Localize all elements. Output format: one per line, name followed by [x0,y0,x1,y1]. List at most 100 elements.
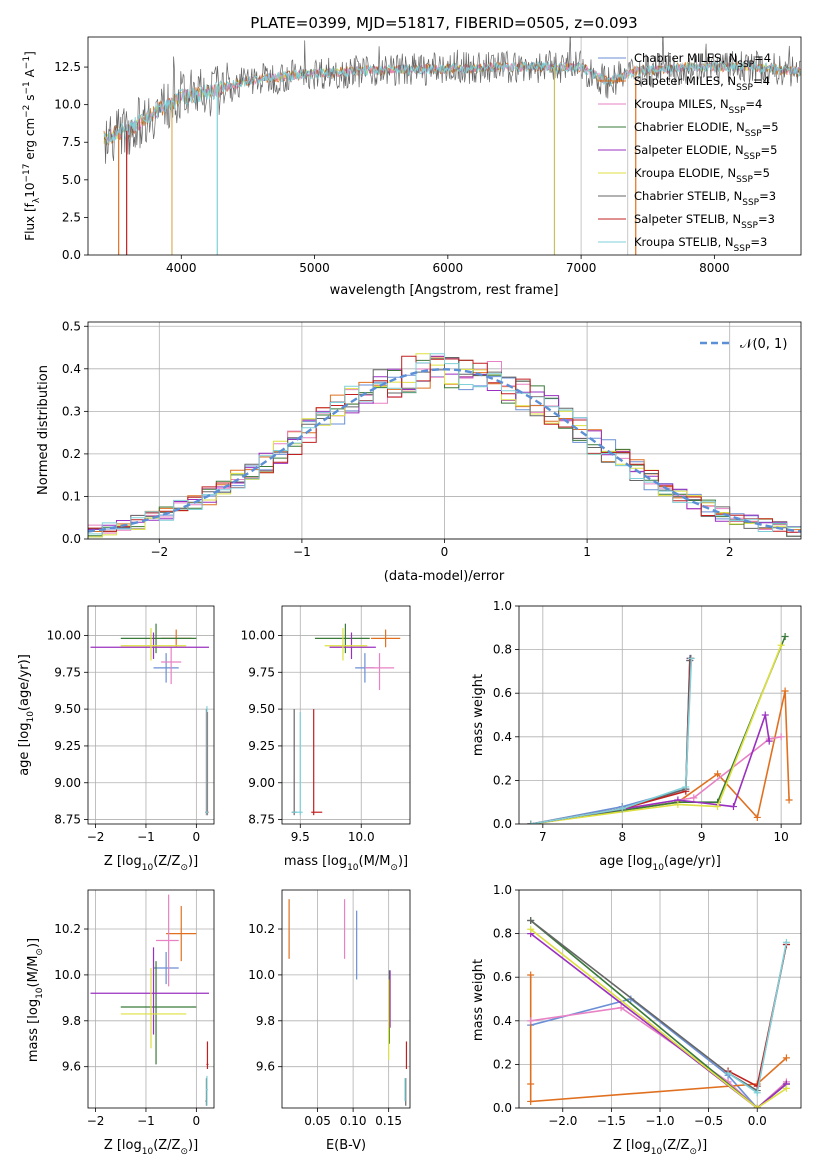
label-part: −1 [22,56,32,69]
label-part: mass [log [26,999,41,1062]
tick-label-y: 0.0 [493,817,512,831]
weight-line [530,658,693,824]
label-part: Z [log [104,854,142,869]
axes-frame [87,321,802,540]
plot-area [88,353,801,538]
weight-marker [714,770,722,778]
label-part: 10 [347,863,359,873]
legend-entry: Chabrier ELODIE, NSSP=5 [634,120,779,139]
weight-marker [618,805,626,813]
label-part: =3 [759,189,776,203]
panel-mass-vs-ebv: 0.05 0.10 0.15 9.6 9.8 10.0 10.2 E(B-V) [248,889,411,1153]
weight-marker [777,733,785,741]
tick-label-y: 12.5 [54,60,81,74]
weight-line [530,660,691,824]
label-part: ] [23,51,37,56]
tick-label-x: 0 [193,1114,201,1128]
tick-label-x: −1.0 [645,1114,674,1128]
plot-area [288,899,408,1106]
tick-label-y: 9.25 [248,739,275,753]
label-part: −1 [22,81,32,94]
label-part: 10 [35,987,45,999]
label-part: Z [log [104,1138,142,1153]
weight-line [530,919,787,1108]
label-part: Chabrier ELODIE, N [634,120,745,134]
axes-frame [87,889,215,1109]
label-part: ⊙ [689,1147,697,1157]
label-part: Salpeter MILES, N [634,74,736,88]
label-part: ⊙ [390,863,398,873]
label-part: =5 [762,120,779,134]
tick-label-x: 6000 [433,261,464,275]
x-axis-label: E(B-V) [326,1138,366,1153]
tick-label-y: 10.0 [248,968,275,982]
tick-label-x: −2 [150,545,168,559]
x-axis-label: mass [log10(M/M⊙)] [284,854,408,873]
tick-label-y: 0.1 [62,489,81,503]
tick-label-y: 5.0 [62,173,81,187]
tick-label-y: 7.5 [62,135,81,149]
x-axis-label: (data-model)/error [384,569,505,584]
label-part: (Z/Z [662,1138,689,1153]
weight-marker [782,1084,790,1092]
label-part: Kroupa MILES, N [634,97,729,111]
panel-spectrum: 4000 5000 6000 7000 8000 0.0 2.5 5.0 7.5 10.0 12.5… [22,36,802,298]
weight-marker [724,1069,732,1077]
tick-label-y: 9.25 [54,739,81,753]
tick-label-y: 0.4 [493,730,512,744]
legend-entry: Chabrier STELIB, NSSP=3 [634,189,776,208]
y-axis-label: Flux [fλ10−17 erg cm−2 s−1 A−1] [22,51,42,241]
label-part: SSP [745,129,762,139]
label-part: age [log [599,854,652,869]
weight-line [529,975,787,1103]
tick-label-x: −1 [137,830,155,844]
weight-line [530,919,788,1092]
label-part: SSP [744,152,761,162]
tick-label-y: 10.00 [47,628,81,642]
weight-line [530,932,787,1108]
label-part: −17 [22,164,32,183]
tick-label-y: 8.75 [54,813,81,827]
axes-frame [518,889,802,1109]
tick-label-x: 0.0 [748,1114,767,1128]
legend-entry: Kroupa MILES, NSSP=4 [634,97,762,116]
weight-marker [765,737,773,745]
y-axis-label: age [log10(age/yr)] [17,654,36,776]
legend-entry: Kroupa ELODIE, NSSP=5 [634,166,770,185]
weight-marker [753,1104,761,1108]
tick-label-x: 0 [193,830,201,844]
weight-marker [674,800,682,808]
label-part: (Z/Z [153,1138,180,1153]
label-part: )] [697,1138,707,1153]
label-part: =5 [761,143,778,157]
tick-label-x: 0.15 [375,1114,402,1128]
weight-marker [682,783,690,791]
weight-marker [617,1004,625,1012]
weight-marker [761,711,769,719]
tick-label-x: −2.0 [548,1114,577,1128]
label-part: −2 [22,105,32,118]
axes-frame [281,889,411,1109]
tick-label-y: 9.50 [54,702,81,716]
y-axis-label: Normed distribution [36,365,51,495]
label-part: =5 [753,166,770,180]
label-part: (Z/Z [153,854,180,869]
label-part: SSP [736,83,753,93]
tick-label-y: 0.2 [62,447,81,461]
weight-marker [714,803,722,811]
label-part: A [23,68,37,81]
label-part: Kroupa STELIB, N [634,235,734,249]
tick-label-x: 0 [441,545,449,559]
panel-residuals: −2 −1 0 1 2 0.0 0.1 0.2 0.3 0.4 0.5 (data-model)/er… [36,319,802,584]
label-part: Chabrier MILES, N [634,51,737,65]
tick-label-y: 9.8 [62,1014,81,1028]
tick-label-y: 9.8 [256,1014,275,1028]
tick-label-y: 9.00 [54,776,81,790]
tick-label-x: 5000 [299,261,330,275]
weight-line [530,658,691,824]
legend-entry: 𝒩(0, 1) [740,337,787,352]
panel-massweight-vs-Z: −2.0 −1.5 −1.0 −0.5 0.0 0.0 0.2 0.4 0.6 0.8 1.0 Z [… [471,883,802,1157]
tick-label-y: 9.6 [256,1060,275,1074]
label-part: (M/M [359,854,391,869]
